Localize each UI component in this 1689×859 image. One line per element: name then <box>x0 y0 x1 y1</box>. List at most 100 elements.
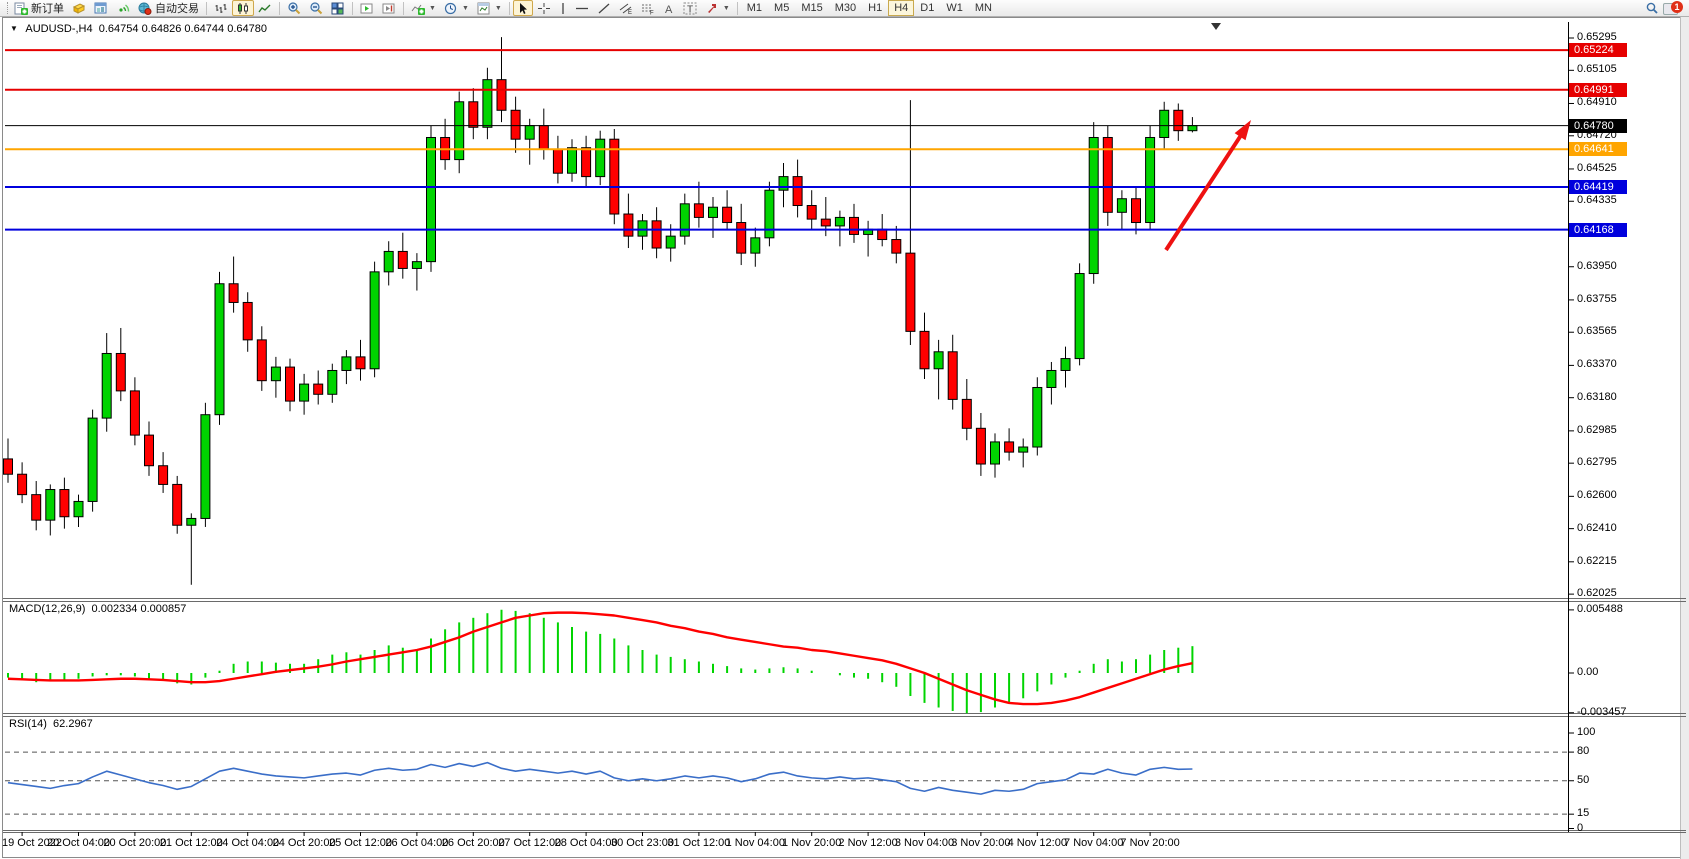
price-tick-label: 0.64910 <box>1577 96 1617 109</box>
time-tick-label: 26 Oct 20:00 <box>441 837 505 849</box>
search-button[interactable] <box>1641 0 1663 16</box>
time-tick-label: 3 Nov 20:00 <box>951 837 1011 849</box>
time-tick-label: 7 Nov 20:00 <box>1120 837 1180 849</box>
tile-windows-icon <box>331 2 345 15</box>
crosshair-icon <box>537 2 551 15</box>
market-watch-button[interactable] <box>90 0 112 16</box>
macd-axis-label: -0.003457 <box>1577 705 1627 718</box>
timeframe-button-h1[interactable]: H1 <box>868 2 883 14</box>
timeframe-button-h4[interactable]: H4 <box>888 0 915 16</box>
cursor-tool-button[interactable] <box>512 0 533 16</box>
price-tick-label: 0.65105 <box>1577 63 1617 76</box>
chart-low: 0.64744 <box>184 23 225 35</box>
tile-windows-button[interactable] <box>327 0 349 16</box>
rsi-axis-label: 80 <box>1577 745 1590 758</box>
bar-chart-mode-button[interactable] <box>210 0 232 16</box>
macd-indicator-label: MACD(12,26,9) 0.002334 0.000857 <box>9 603 186 615</box>
toolbar-separator <box>352 1 353 15</box>
autotrading-label: 自动交易 <box>155 3 199 15</box>
indicators-icon <box>411 2 425 15</box>
new-order-button[interactable]: 新订单 <box>10 0 68 16</box>
channel-tool-button[interactable]: E <box>615 0 637 16</box>
text-tool-button[interactable]: A <box>659 0 679 16</box>
text-label-tool-button[interactable]: T <box>679 0 701 16</box>
rsi-indicator-label: RSI(14) 62.2967 <box>9 718 93 730</box>
current-price-badge: 0.64780 <box>1569 118 1627 133</box>
price-tick-label: 0.64335 <box>1577 194 1617 207</box>
macd-axis-label: 0.00 <box>1577 666 1599 678</box>
time-tick-label: 27 Oct 12:00 <box>498 837 562 849</box>
svg-text:E: E <box>628 10 632 15</box>
chart-menu-triangle-icon[interactable]: ▼ <box>10 24 18 33</box>
rsi-value: 62.2967 <box>53 718 93 730</box>
zoom-in-button[interactable] <box>283 0 305 16</box>
auto-scroll-button[interactable] <box>356 0 378 16</box>
toolbar-separator <box>508 1 510 15</box>
timeframe-button-m15[interactable]: M15 <box>801 2 823 14</box>
signals-button[interactable] <box>112 0 134 16</box>
price-line-badge: 0.64168 <box>1569 222 1627 237</box>
text-label-icon: T <box>683 2 697 15</box>
price-line-badge: 0.65224 <box>1569 43 1627 58</box>
price-tick-label: 0.63755 <box>1577 292 1617 305</box>
candle-chart-mode-button[interactable] <box>232 0 254 16</box>
time-tick-label: 26 Oct 04:00 <box>385 837 449 849</box>
time-tick-label: 4 Nov 12:00 <box>1007 837 1067 849</box>
alert-icon <box>72 2 86 15</box>
toolbar-separator <box>736 1 738 15</box>
periods-button[interactable]: ▼ <box>440 0 473 16</box>
price-tick-label: 0.63180 <box>1577 390 1617 403</box>
crosshair-tool-button[interactable] <box>533 0 555 16</box>
timeframe-button-m30[interactable]: M30 <box>834 2 857 14</box>
arrows-shapes-icon <box>705 2 719 15</box>
fibonacci-icon: F <box>641 2 655 16</box>
time-tick-label: 20 Oct 20:00 <box>103 837 167 849</box>
timeframe-button-m1[interactable]: M1 <box>746 2 763 14</box>
zoom-out-button[interactable] <box>305 0 327 16</box>
auto-scroll-icon <box>360 2 374 15</box>
toolbar-grip[interactable] <box>4 2 8 14</box>
timeframe-button-w1[interactable]: W1 <box>946 2 963 14</box>
main-toolbar: 新订单 自动交易 <box>0 0 1689 17</box>
timeframe-button-m5[interactable]: M5 <box>774 2 790 14</box>
search-icon <box>1645 2 1659 15</box>
templates-icon <box>477 2 491 15</box>
timeframe-button-d1[interactable]: D1 <box>920 2 935 14</box>
horizontal-line-tool-button[interactable] <box>571 0 593 16</box>
chart-area[interactable] <box>2 17 1687 858</box>
templates-button[interactable]: ▼ <box>473 0 506 16</box>
arrows-tool-button[interactable]: ▼ <box>701 0 734 16</box>
time-tick-label: 30 Oct 23:00 <box>611 837 674 849</box>
line-chart-mode-button[interactable] <box>254 0 276 16</box>
timeframe-button-mn[interactable]: MN <box>974 2 992 14</box>
price-tick-label: 0.62410 <box>1577 521 1617 534</box>
price-tick-label: 0.62215 <box>1577 554 1617 567</box>
chart-close: 0.64780 <box>227 23 267 35</box>
time-tick-label: 2 Nov 12:00 <box>838 837 898 849</box>
autotrading-globe-icon <box>138 2 152 15</box>
trendline-tool-button[interactable] <box>593 0 615 16</box>
chart-shift-button[interactable] <box>378 0 400 16</box>
time-tick-label: 1 Nov 04:00 <box>725 837 785 849</box>
fibonacci-tool-button[interactable]: F <box>637 0 659 16</box>
price-line-badge: 0.64991 <box>1569 82 1627 97</box>
chart-shift-icon <box>382 2 396 15</box>
indicators-button[interactable]: ▼ <box>407 0 440 16</box>
time-tick-label: 3 Nov 04:00 <box>894 837 955 849</box>
vertical-line-tool-button[interactable] <box>555 0 571 16</box>
alerts-button[interactable] <box>68 0 90 16</box>
time-tick-label: 1 Nov 20:00 <box>782 837 842 849</box>
new-order-icon <box>14 2 28 15</box>
autotrading-button[interactable]: 自动交易 <box>134 0 203 16</box>
signal-icon <box>116 2 130 15</box>
market-window-icon <box>94 2 108 15</box>
chart-title: ▼ AUDUSD-,H4 0.64754 0.64826 0.64744 0.6… <box>10 23 267 35</box>
rsi-axis-label: 0 <box>1577 821 1584 834</box>
price-tick-label: 0.62795 <box>1577 456 1617 469</box>
horizontal-line-icon <box>575 2 589 15</box>
price-tick-label: 0.63565 <box>1577 325 1617 338</box>
price-line-badge: 0.64419 <box>1569 179 1627 194</box>
notifications-button[interactable]: 1 <box>1663 1 1683 15</box>
time-tick-label: 28 Oct 04:00 <box>554 837 618 849</box>
